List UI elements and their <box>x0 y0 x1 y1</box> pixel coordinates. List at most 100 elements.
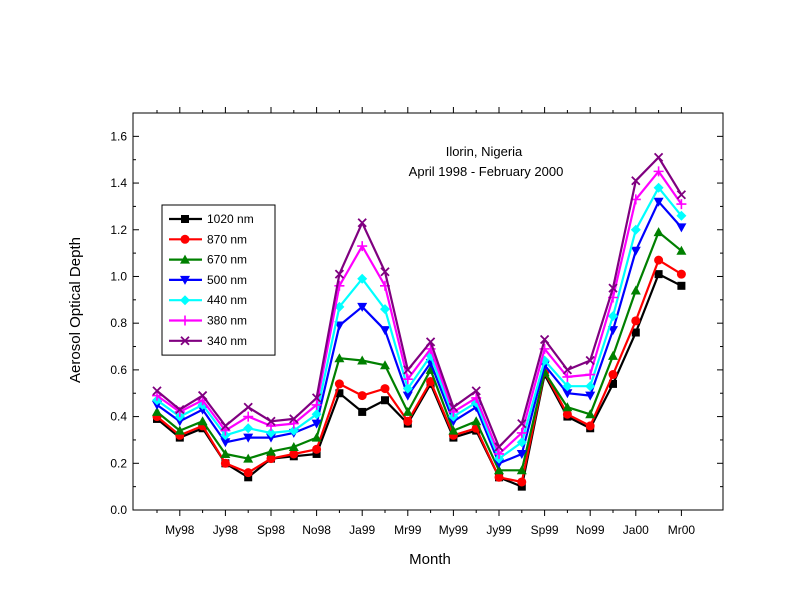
legend-marker <box>180 234 190 244</box>
legend-item: 870 nm <box>169 232 247 246</box>
y-tick-label: 1.2 <box>110 223 127 237</box>
data-point <box>266 446 276 456</box>
data-point <box>494 459 504 469</box>
x-tick-label: No99 <box>576 523 605 537</box>
data-point <box>288 425 299 436</box>
data-point <box>608 350 618 360</box>
data-point <box>311 409 322 420</box>
data-point <box>380 304 390 315</box>
data-point <box>312 449 321 458</box>
x-tick-label: Sp99 <box>531 523 559 537</box>
plot-area <box>132 112 724 511</box>
data-point <box>562 381 573 392</box>
series-380-nm <box>152 166 687 459</box>
data-point <box>516 427 527 438</box>
data-point <box>653 197 664 207</box>
series-500-nm <box>152 197 687 469</box>
series-670-nm <box>152 227 687 475</box>
x-tick-label: Ja99 <box>349 523 375 537</box>
series-layer <box>152 152 687 491</box>
data-point <box>585 409 596 419</box>
data-point <box>562 365 573 375</box>
data-point <box>630 246 641 256</box>
x-tick-label: Ja00 <box>623 523 649 537</box>
data-point <box>539 334 550 345</box>
legend-label: 500 nm <box>207 273 247 287</box>
data-point <box>517 482 526 491</box>
data-point <box>266 427 276 438</box>
data-point <box>608 283 618 293</box>
x-axis: My98 Jy98 Sp98 No98 Ja99 Mr99 My99 Jy99 Sp99 No99… <box>156 107 696 537</box>
data-point <box>448 425 459 435</box>
data-point <box>654 270 663 279</box>
data-point <box>609 379 617 388</box>
data-point <box>516 465 527 475</box>
data-point <box>357 241 368 252</box>
x-tick-label: No98 <box>302 523 331 537</box>
x-tick-label: Mr00 <box>668 523 696 537</box>
data-point <box>220 438 231 448</box>
data-point <box>448 417 459 427</box>
data-point <box>311 419 322 429</box>
y-tick-label: 0.0 <box>110 503 127 517</box>
plot-border <box>132 112 724 511</box>
data-point <box>266 416 276 426</box>
data-point <box>152 406 162 416</box>
data-point <box>288 418 299 429</box>
data-point <box>357 273 368 284</box>
data-point <box>357 391 367 401</box>
data-point <box>152 386 162 396</box>
data-point <box>631 316 641 326</box>
data-point <box>402 383 413 394</box>
data-point <box>676 199 687 210</box>
data-point <box>243 453 254 463</box>
x-tick-label: Mr99 <box>394 523 422 537</box>
data-point <box>653 182 664 193</box>
data-point <box>243 411 254 422</box>
data-point <box>630 285 641 295</box>
data-point <box>608 311 618 322</box>
legend-marker <box>181 215 189 223</box>
legend-marker <box>180 254 190 264</box>
legend-marker <box>180 315 190 326</box>
data-point <box>471 416 482 426</box>
data-point <box>562 389 573 399</box>
data-point <box>448 402 459 412</box>
data-point <box>244 473 253 482</box>
series-line <box>156 200 683 465</box>
y-tick-label: 0.2 <box>110 456 127 470</box>
legend-label: 670 nm <box>207 253 247 267</box>
y-tick-label: 1.0 <box>110 269 127 283</box>
y-axis-title: Aerosol Optical Depth <box>67 237 84 383</box>
data-point <box>312 444 322 454</box>
data-point <box>220 425 231 436</box>
data-point <box>562 371 573 382</box>
data-point <box>402 374 413 385</box>
data-point <box>653 152 664 163</box>
data-point <box>426 377 436 387</box>
data-point <box>676 210 687 221</box>
data-point <box>358 407 367 416</box>
legend-label: 440 nm <box>207 293 247 307</box>
legend-item: 380 nm <box>169 314 247 328</box>
data-point <box>357 218 367 228</box>
data-point <box>448 406 459 417</box>
data-point <box>403 416 413 426</box>
data-point <box>266 420 276 431</box>
data-point <box>585 355 595 366</box>
y-tick-label: 1.6 <box>110 129 127 143</box>
x-tick-label: Jy98 <box>213 523 239 537</box>
data-point <box>517 477 527 487</box>
data-point <box>288 441 299 451</box>
data-point <box>243 402 253 412</box>
legend-label: 870 nm <box>207 232 247 246</box>
data-point <box>334 379 344 389</box>
legend-label: 1020 nm <box>207 212 254 226</box>
data-point <box>585 369 596 380</box>
legend-marker <box>180 275 190 285</box>
data-point <box>516 449 527 459</box>
series-line <box>156 170 683 456</box>
data-point <box>311 432 322 442</box>
data-point <box>174 417 185 427</box>
data-point <box>425 337 436 347</box>
